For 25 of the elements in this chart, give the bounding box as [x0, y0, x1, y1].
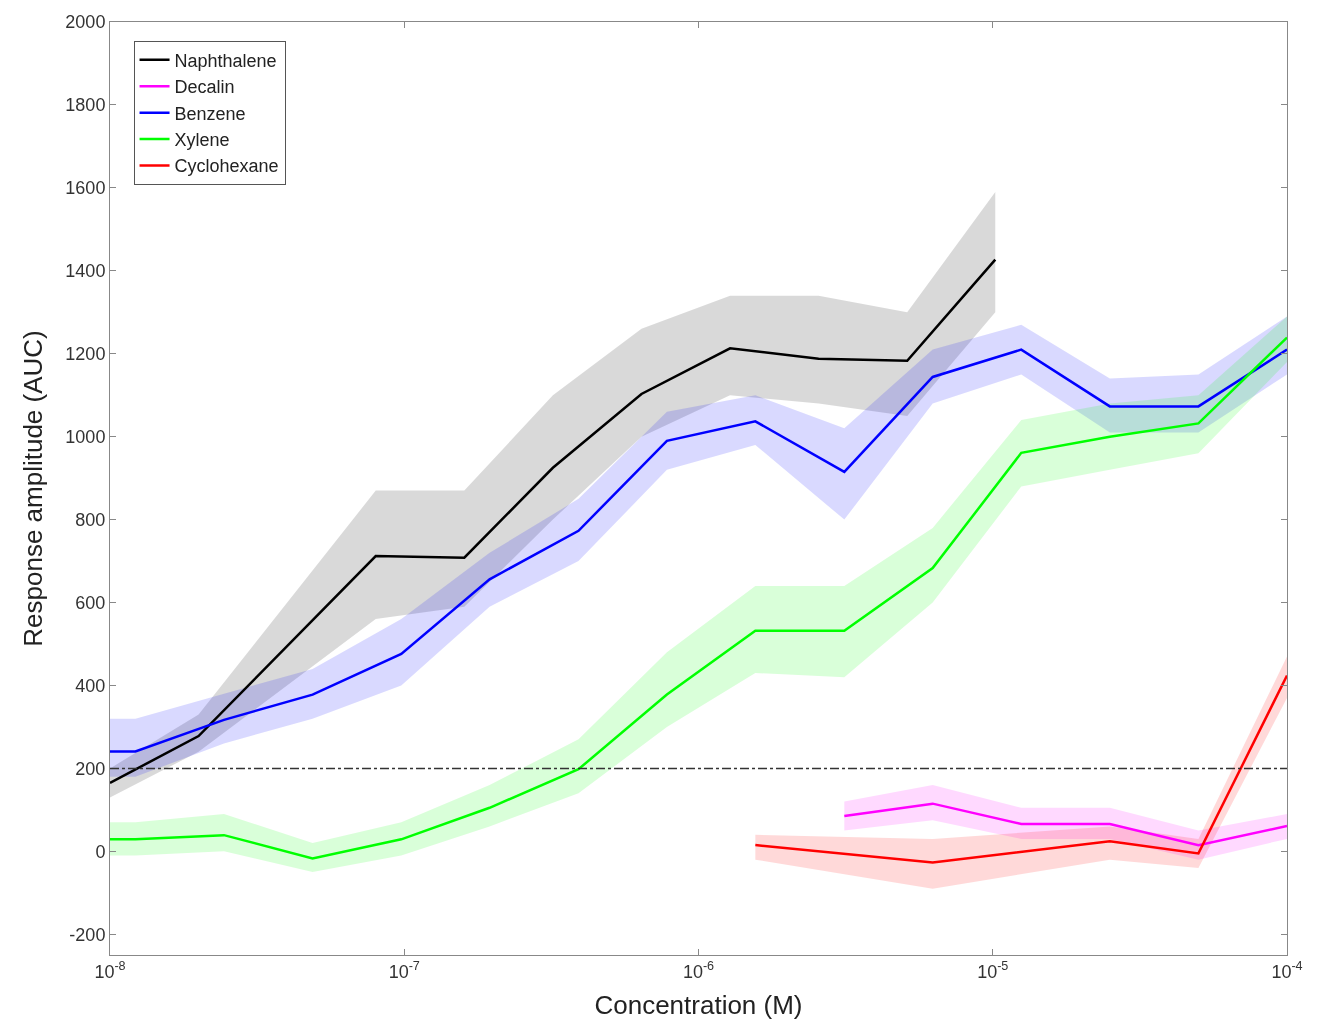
- legend-label: Naphthalene: [174, 50, 277, 71]
- y-tick-label: 2000: [65, 12, 106, 33]
- y-tick-label: 1800: [65, 95, 106, 116]
- x-tick-label: 10$^{-5}$: [977, 959, 1009, 982]
- legend-label: Cyclohexane: [174, 156, 279, 177]
- y-tick-label: 800: [75, 509, 106, 530]
- y-tick-label: 1200: [65, 344, 106, 365]
- x-axis-title: Concentration (M): [594, 990, 803, 1021]
- x-tick-label: 10$^{-7}$: [388, 959, 420, 982]
- legend-label: Benzene: [174, 103, 246, 124]
- x-tick-label: 10$^{-8}$: [94, 959, 126, 982]
- y-tick-label: 600: [75, 592, 106, 613]
- y-tick-label: 1000: [65, 426, 106, 447]
- y-tick-label: 200: [75, 758, 106, 779]
- x-tick-label: 10$^{-6}$: [682, 959, 715, 982]
- line-series: [843, 802, 1287, 847]
- y-tick-label: 1400: [65, 261, 106, 282]
- x-tick-label: 10$^{-4}$: [1271, 959, 1303, 982]
- legend-label: Decalin: [174, 77, 235, 98]
- legend-label: Xylene: [174, 130, 230, 151]
- y-tick-label: 1600: [65, 178, 106, 199]
- y-axis-title: Response amplitude (AUC): [17, 330, 48, 647]
- y-tick-label: -200: [69, 924, 106, 945]
- y-tick-label: 0: [95, 841, 106, 862]
- y-tick-label: 400: [75, 675, 106, 696]
